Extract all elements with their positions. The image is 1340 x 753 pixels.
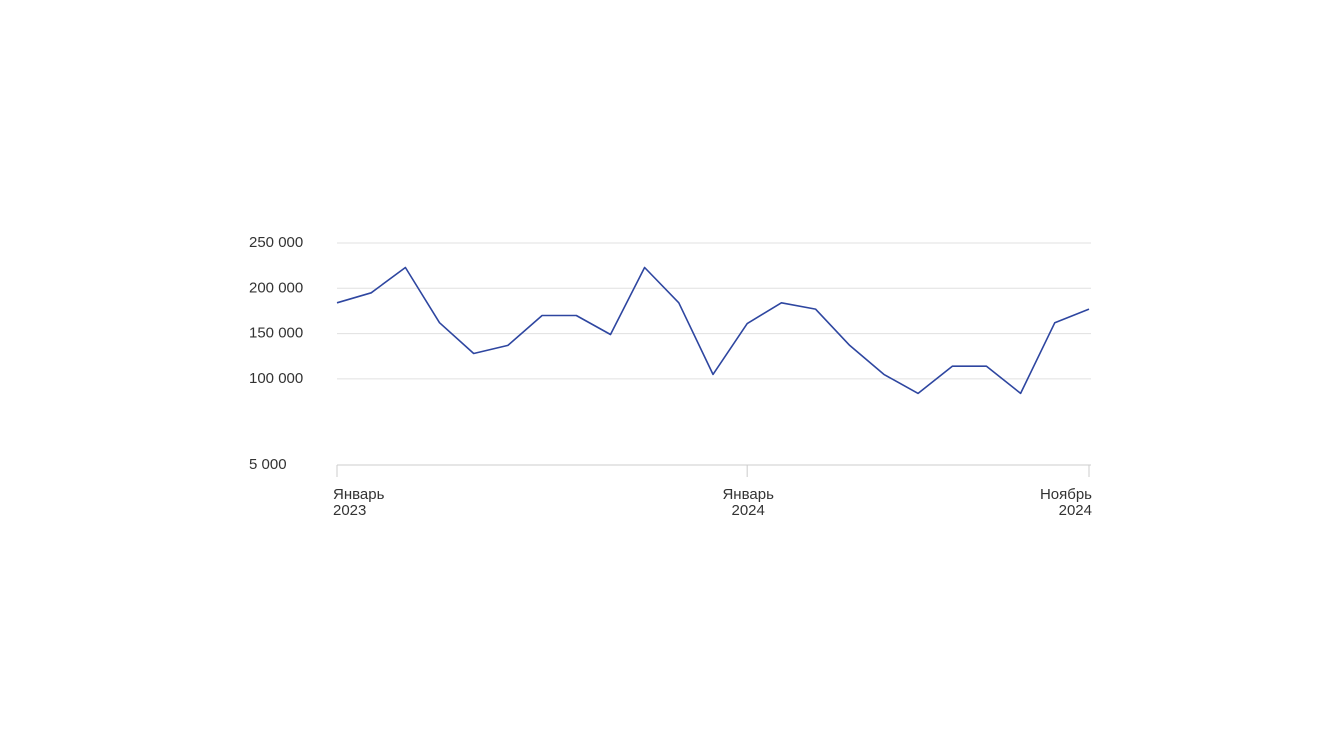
y-tick-label: 200 000 bbox=[249, 279, 303, 296]
x-tick-label-line: 2024 bbox=[731, 502, 764, 519]
data-line bbox=[336, 266, 1090, 395]
y-tick-label: 100 000 bbox=[249, 370, 303, 387]
x-tick-label: Ноябрь 2024 bbox=[1040, 486, 1092, 519]
x-tick-label: Январь 2024 bbox=[722, 486, 774, 519]
x-tick-label-line: 2023 bbox=[333, 502, 366, 519]
y-tick-label: 250 000 bbox=[249, 234, 303, 251]
x-tick-label-line: Январь bbox=[722, 486, 774, 503]
x-tick-label: Январь 2023 bbox=[333, 486, 385, 519]
y-tick-label: 5 000 bbox=[249, 456, 287, 473]
x-tick-label-line: 2024 bbox=[1059, 502, 1092, 519]
x-tick-label-line: Январь bbox=[333, 486, 385, 503]
y-tick-label: 150 000 bbox=[249, 325, 303, 342]
x-tick-label-line: Ноябрь bbox=[1040, 486, 1092, 503]
